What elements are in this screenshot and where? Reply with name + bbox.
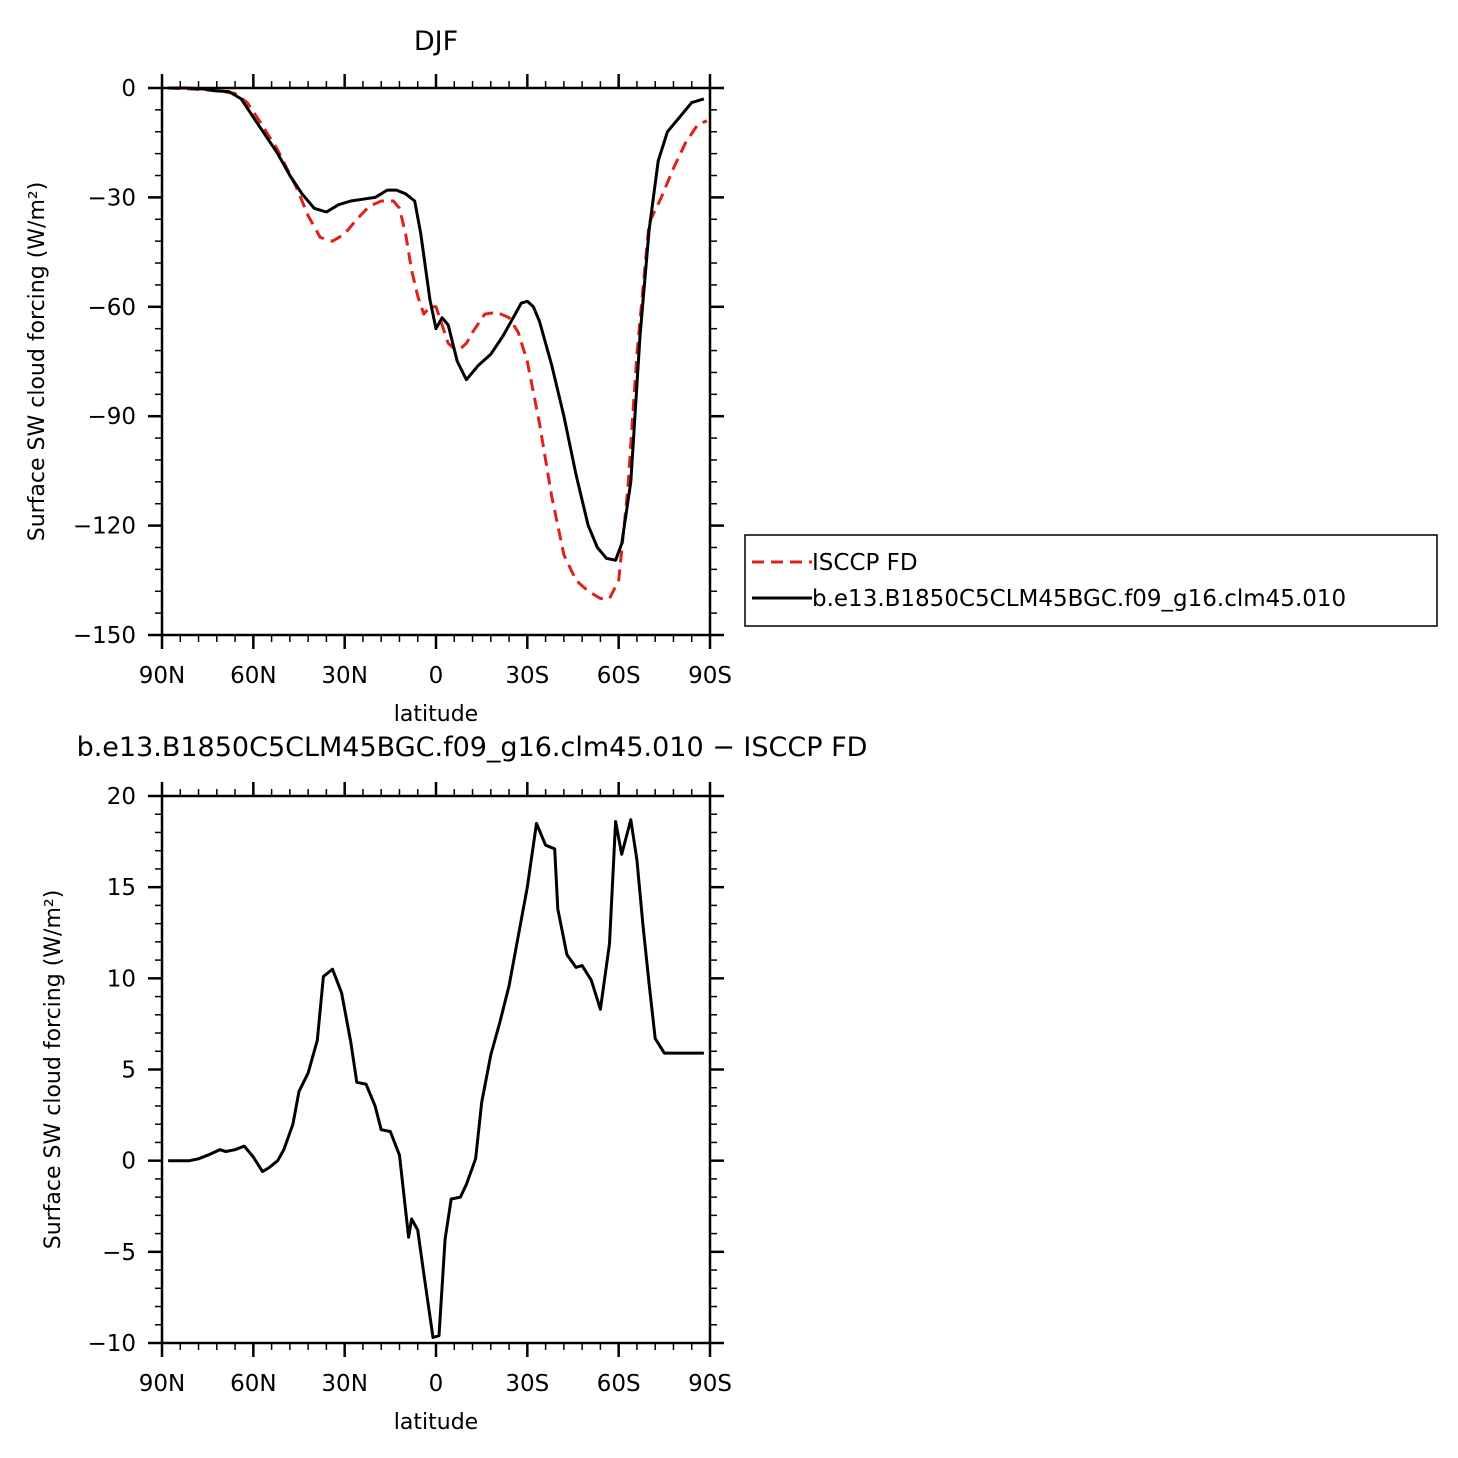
- y-tick-label: 0: [121, 1149, 136, 1175]
- y-tick-label: −120: [73, 514, 136, 540]
- legend-box: [744, 534, 1438, 627]
- plot-frame: [160, 794, 712, 1345]
- y-tick-label: −30: [87, 185, 136, 211]
- y-tick-label: −150: [73, 623, 136, 649]
- x-tick-label: 60S: [597, 1371, 641, 1397]
- y-tick-label: −10: [87, 1331, 136, 1357]
- y-tick-label: −60: [87, 295, 136, 321]
- series-line-2: [168, 86, 705, 562]
- plot-frame: [160, 86, 712, 637]
- x-tick-label: 60N: [230, 663, 276, 689]
- legend-label: b.e13.B1850C5CLM45BGC.f09_g16.clm45.010: [812, 586, 1346, 612]
- x-tick-label: 30S: [505, 1371, 549, 1397]
- y-tick-label: 0: [121, 76, 136, 102]
- chart-title: DJF: [414, 26, 458, 57]
- x-tick-label: 60N: [230, 1371, 276, 1397]
- x-tick-label: 90N: [139, 1371, 185, 1397]
- y-tick-label: 5: [121, 1058, 136, 1084]
- y-tick-label: 20: [107, 784, 136, 810]
- y-axis-label: Surface SW cloud forcing (W/m²): [25, 182, 50, 542]
- series-line-1: [168, 818, 704, 1339]
- x-tick-label: 0: [429, 1371, 444, 1397]
- x-tick-label: 0: [429, 663, 444, 689]
- x-tick-label: 30S: [505, 663, 549, 689]
- x-tick-label: 90S: [688, 663, 732, 689]
- y-tick-label: −90: [87, 404, 136, 430]
- series-line-1: [168, 86, 708, 600]
- x-tick-label: 90S: [688, 1371, 732, 1397]
- x-axis-label: latitude: [394, 702, 478, 727]
- chart-title: b.e13.B1850C5CLM45BGC.f09_g16.clm45.010 …: [77, 732, 868, 763]
- x-tick-label: 90N: [139, 663, 185, 689]
- x-axis-label: latitude: [394, 1410, 478, 1435]
- x-tick-label: 30N: [321, 663, 367, 689]
- x-tick-label: 60S: [597, 663, 641, 689]
- legend-label: ISCCP FD: [812, 550, 918, 576]
- y-tick-label: −5: [102, 1240, 136, 1266]
- x-tick-label: 30N: [321, 1371, 367, 1397]
- y-tick-label: 15: [107, 875, 136, 901]
- y-tick-label: 10: [107, 966, 136, 992]
- legend: ISCCP FD b.e13.B1850C5CLM45BGC.f09_g16.cl…: [744, 534, 1438, 627]
- y-axis-label: Surface SW cloud forcing (W/m²): [41, 890, 66, 1250]
